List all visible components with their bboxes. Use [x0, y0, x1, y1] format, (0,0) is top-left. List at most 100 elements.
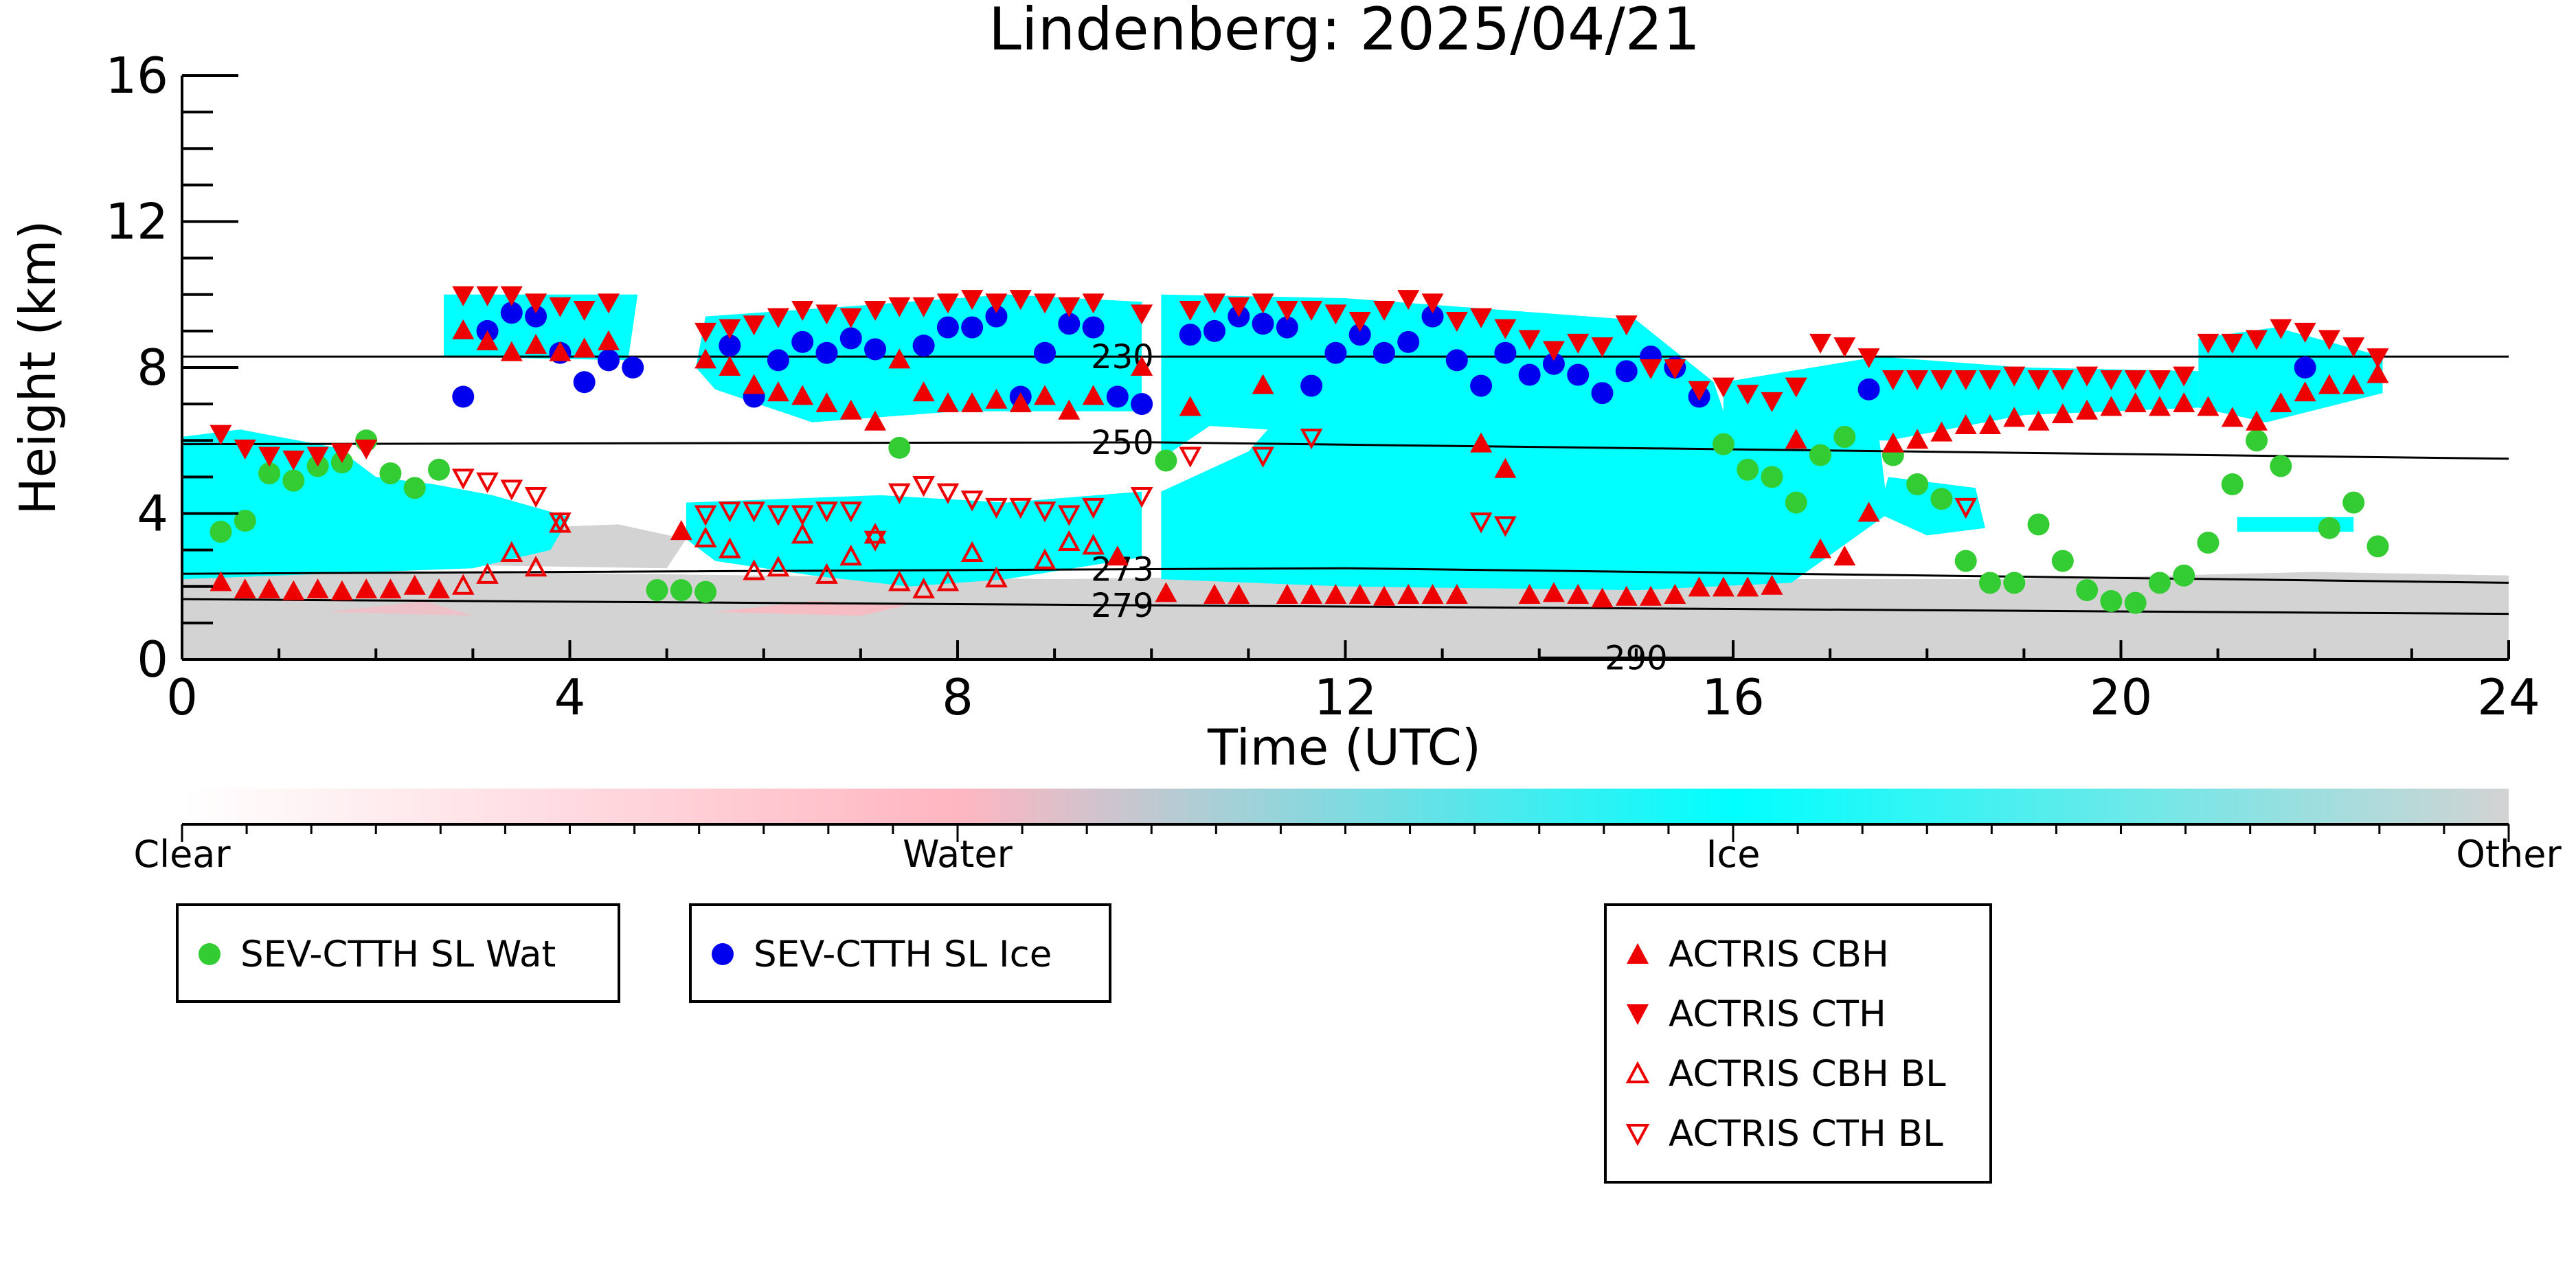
data-point: [694, 580, 717, 603]
data-point: [839, 327, 862, 350]
data-point: [573, 337, 596, 358]
data-point: [719, 335, 741, 357]
data-point: [2221, 473, 2244, 495]
data-point: [1082, 385, 1105, 405]
x-tick-label: 0: [166, 668, 198, 726]
data-point: [1785, 377, 1807, 398]
data-point: [1688, 381, 1710, 401]
data-point: [1155, 449, 1177, 472]
data-point: [1348, 311, 1371, 332]
data-point: [1058, 313, 1081, 335]
data-point: [1324, 304, 1347, 325]
data-point: [500, 541, 523, 562]
data-point: [936, 316, 959, 339]
data-point: [452, 319, 475, 339]
data-point: [1591, 337, 1614, 358]
data-point: [743, 374, 765, 394]
data-point: [306, 578, 329, 599]
data-point: [694, 526, 717, 547]
data-point: [1445, 349, 1468, 372]
blue-circle-icon: [692, 940, 754, 968]
data-point: [597, 330, 620, 350]
data-point: [1348, 324, 1371, 346]
data-point: [1712, 377, 1735, 398]
data-point: [1009, 290, 1032, 310]
data-point: [500, 286, 523, 306]
data-point: [985, 388, 1008, 409]
data-point: [1082, 316, 1105, 339]
y-tick-label: 0: [137, 631, 168, 688]
data-point: [1591, 587, 1614, 608]
legend-label: ACTRIS CTH BL: [1669, 1112, 1943, 1155]
data-point: [1034, 341, 1057, 364]
data-point: [451, 468, 475, 490]
data-point: [476, 330, 499, 350]
data-point: [960, 490, 984, 512]
data-point: [1640, 359, 1662, 379]
data-point: [330, 443, 353, 464]
data-point: [1712, 576, 1735, 597]
isotherm-label-279: 279: [1091, 587, 1154, 625]
data-point: [839, 308, 862, 328]
data-point: [1397, 330, 1420, 353]
x-axis-label: Time (UTC): [1207, 719, 1481, 776]
data-point: [1664, 359, 1686, 379]
data-point: [767, 308, 789, 328]
data-point: [1954, 497, 1978, 519]
data-point: [839, 501, 863, 523]
data-point: [500, 479, 523, 501]
data-point: [1761, 392, 1783, 412]
data-point: [1688, 576, 1710, 597]
y-tick-label: 16: [105, 47, 168, 104]
data-point: [1761, 574, 1783, 595]
series-actris-cbh: [210, 319, 2389, 608]
data-point: [1058, 297, 1081, 317]
data-point: [234, 439, 256, 460]
data-point: [864, 410, 887, 431]
data-point: [1833, 337, 1856, 358]
data-point: [1954, 370, 1977, 390]
data-point: [1034, 293, 1057, 314]
mask-other-ground: [182, 568, 2509, 659]
data-point: [743, 559, 765, 580]
data-point: [1615, 360, 1638, 383]
series-actris-cth-bl: [451, 428, 1978, 552]
data-point: [1494, 457, 1517, 478]
data-point: [815, 304, 838, 325]
data-point: [863, 530, 887, 552]
data-point: [210, 571, 232, 591]
data-point: [719, 356, 741, 376]
data-point: [597, 293, 620, 314]
data-point: [573, 301, 596, 321]
data-point: [743, 501, 765, 523]
data-point: [379, 462, 402, 485]
data-point: [2076, 399, 2099, 420]
data-point: [2366, 535, 2389, 558]
data-point: [1785, 491, 1807, 514]
data-point: [1664, 584, 1686, 605]
data-point: [2270, 392, 2292, 413]
legend-sev-ice: SEV-CTTH SL Ice: [689, 903, 1111, 1003]
data-point: [1906, 429, 1929, 449]
data-point: [2294, 322, 2316, 343]
data-point: [210, 521, 232, 543]
data-point: [1954, 414, 1977, 434]
data-point: [936, 293, 959, 314]
isotherm-273: [181, 567, 2509, 584]
data-point: [1106, 545, 1129, 566]
data-point: [1082, 534, 1105, 555]
data-point: [1906, 473, 1929, 495]
x-tick-label: 24: [2477, 668, 2540, 726]
data-point: [2003, 572, 2026, 594]
colorbar-label-ice: Ice: [1706, 833, 1761, 876]
data-point: [2318, 374, 2340, 394]
data-point: [2270, 319, 2292, 339]
data-point: [985, 305, 1008, 328]
data-point: [1276, 584, 1298, 605]
data-point: [2366, 348, 2389, 369]
data-point: [1470, 308, 1493, 328]
data-point: [985, 566, 1008, 588]
data-point: [2148, 572, 2171, 594]
data-point: [1761, 466, 1783, 488]
